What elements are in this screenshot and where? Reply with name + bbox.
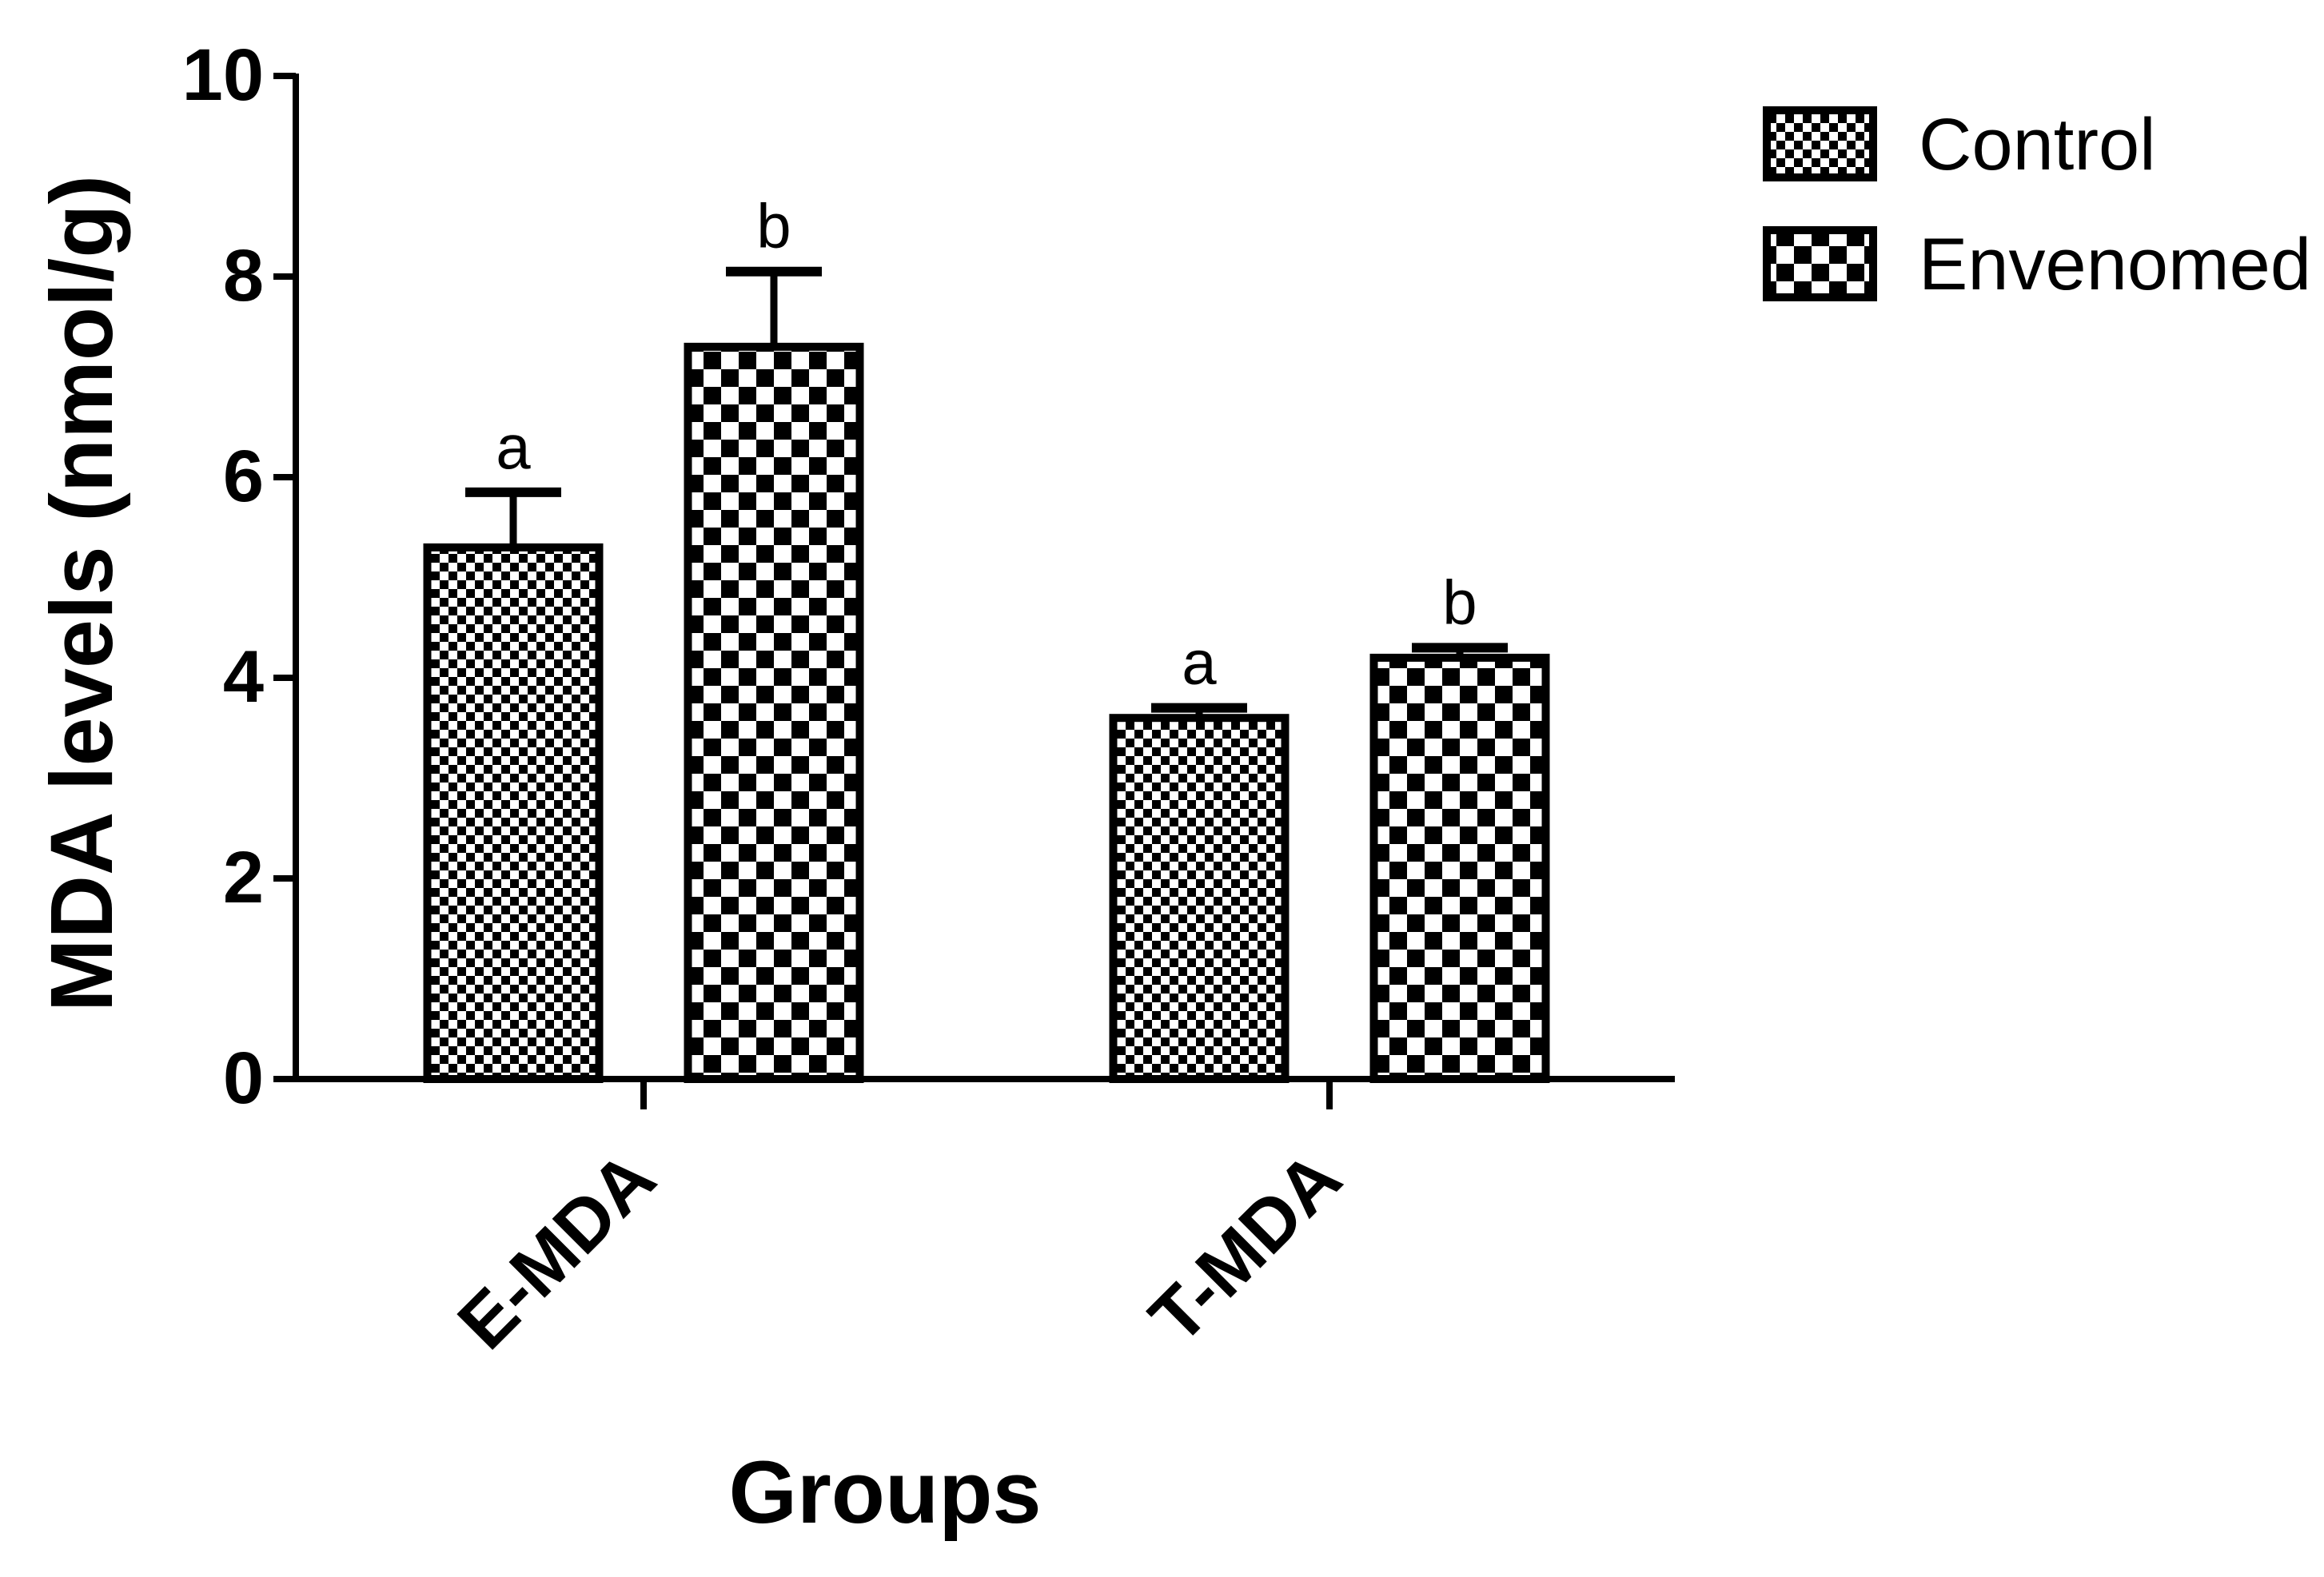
- bar-control-t-mda: [1109, 714, 1290, 1083]
- y-tick-label: 10: [182, 34, 264, 116]
- bar-envenomed-e-mda: [684, 342, 864, 1084]
- bar-envenomed-t-mda: [1369, 653, 1550, 1083]
- bar-control-e-mda: [423, 543, 604, 1083]
- significance-letter: b: [756, 191, 791, 261]
- significance-letter: b: [1442, 567, 1477, 637]
- x-axis-title: Groups: [728, 1444, 1041, 1542]
- legend-swatch-control: [1763, 106, 1877, 181]
- x-category-label: T-MDA: [1134, 1137, 1357, 1359]
- y-tick-label: 8: [223, 235, 264, 317]
- y-tick-label: 2: [223, 837, 264, 918]
- y-tick-label: 6: [223, 436, 264, 517]
- y-axis-title: MDA levels (nmol/g): [33, 175, 131, 1012]
- significance-letter: a: [1182, 627, 1217, 698]
- x-category-label: E-MDA: [443, 1137, 671, 1364]
- y-tick-label: 0: [223, 1037, 264, 1119]
- bars: [423, 266, 1550, 1084]
- significance-letter: a: [496, 412, 531, 482]
- legend: Control Envenomed: [1763, 104, 2311, 305]
- legend-label-envenomed: Envenomed: [1919, 224, 2311, 305]
- legend-label-control: Control: [1919, 104, 2156, 185]
- legend-swatch-envenomed: [1763, 226, 1877, 301]
- y-tick-label: 4: [223, 636, 264, 718]
